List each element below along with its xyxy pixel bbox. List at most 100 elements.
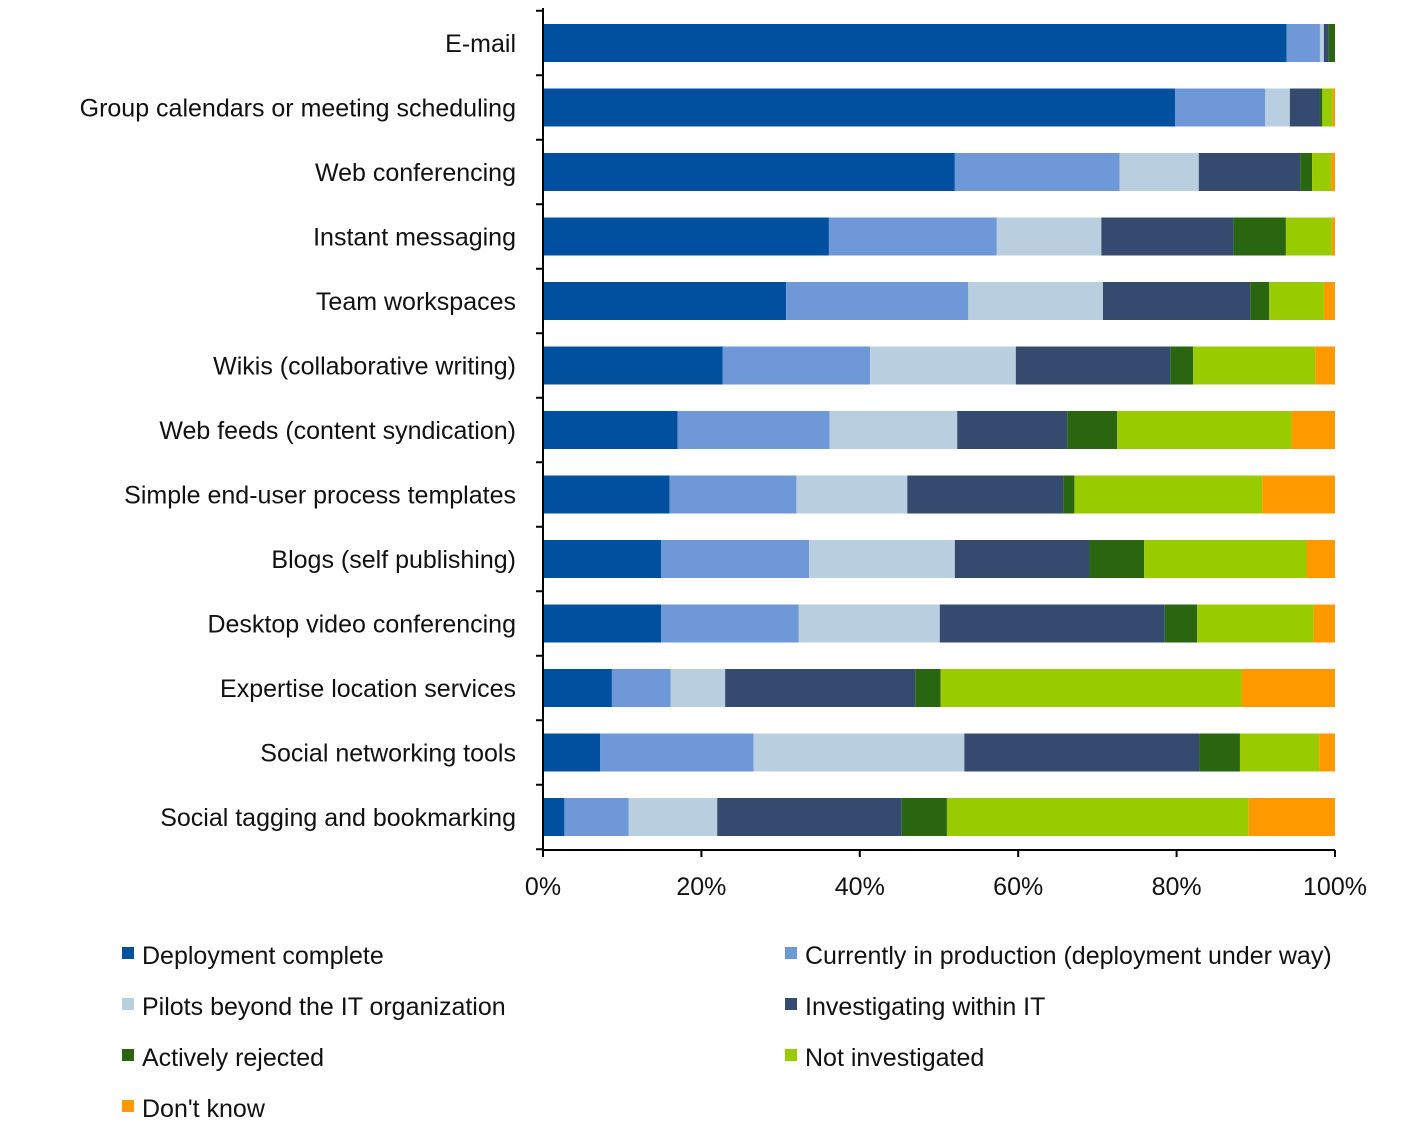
bar-segment-group-calendars-or-meeting-scheduling-deployment-complete — [543, 88, 1176, 127]
bar-segment-e-mail-actively-rejected — [1328, 24, 1335, 62]
bar-segment-group-calendars-or-meeting-scheduling-pilots-beyond-the-it-organization — [1265, 88, 1290, 127]
bar-segment-desktop-video-conferencing-currently-in-production-deployment-under-way — [661, 604, 799, 643]
bar-segment-simple-end-user-process-templates-not-investigated — [1074, 475, 1263, 514]
bar-segment-simple-end-user-process-templates-pilots-beyond-the-it-organization — [796, 475, 908, 514]
bar-segment-team-workspaces-investigating-within-it — [1102, 282, 1251, 320]
legend-swatch-investigating-within-it — [785, 998, 797, 1010]
category-label: Blogs (self publishing) — [271, 546, 516, 574]
bar-segment-web-feeds-content-syndication-investigating-within-it — [957, 411, 1068, 449]
category-label: Simple end-user process templates — [124, 482, 516, 510]
bar-segment-social-networking-tools-actively-rejected — [1199, 733, 1240, 772]
bar-segment-web-feeds-content-syndication-currently-in-production-deployment-under-way — [677, 411, 830, 449]
bar-segment-blogs-self-publishing-pilots-beyond-the-it-organization — [809, 540, 955, 578]
legend-label-currently-in-production-deployment-under-way: Currently in production (deployment unde… — [805, 942, 1332, 970]
bar-segment-social-networking-tools-not-investigated — [1239, 733, 1320, 772]
category-label: Web feeds (content syndication) — [159, 417, 516, 445]
bar-segment-web-conferencing-don-t-know — [1331, 153, 1335, 191]
bar-segment-simple-end-user-process-templates-actively-rejected — [1063, 475, 1075, 514]
bar-segment-instant-messaging-not-investigated — [1285, 217, 1332, 256]
legend-swatch-pilots-beyond-the-it-organization — [122, 998, 134, 1010]
bar-segment-expertise-location-services-not-investigated — [940, 669, 1242, 707]
bar-segment-social-networking-tools-currently-in-production-deployment-under-way — [600, 733, 754, 772]
bar-segment-web-feeds-content-syndication-not-investigated — [1117, 411, 1292, 449]
bar-segment-expertise-location-services-deployment-complete — [543, 669, 612, 707]
bar-segment-social-tagging-and-bookmarking-currently-in-production-deployment-under-way — [564, 798, 629, 836]
bar-segment-desktop-video-conferencing-actively-rejected — [1164, 604, 1198, 643]
x-tick-label: 60% — [993, 873, 1043, 901]
bar-segment-team-workspaces-actively-rejected — [1250, 282, 1270, 320]
legend-swatch-not-investigated — [785, 1049, 797, 1061]
bar-segment-e-mail-pilots-beyond-the-it-organization — [1319, 24, 1324, 62]
bar-segment-desktop-video-conferencing-pilots-beyond-the-it-organization — [798, 604, 940, 643]
bar-segment-wikis-collaborative-writing-not-investigated — [1193, 346, 1316, 385]
x-tick-label: 40% — [835, 873, 885, 901]
category-label: Social tagging and bookmarking — [160, 804, 516, 832]
category-label: Instant messaging — [313, 224, 516, 252]
bar-segment-expertise-location-services-don-t-know — [1241, 669, 1335, 707]
bar-segment-team-workspaces-not-investigated — [1269, 282, 1324, 320]
bar-segment-team-workspaces-currently-in-production-deployment-under-way — [786, 282, 969, 320]
category-label: Desktop video conferencing — [207, 611, 516, 639]
category-label: Web conferencing — [315, 159, 516, 187]
bar-segment-blogs-self-publishing-currently-in-production-deployment-under-way — [661, 540, 810, 578]
bar-segment-web-feeds-content-syndication-actively-rejected — [1067, 411, 1118, 449]
x-tick-label: 100% — [1303, 873, 1367, 901]
category-label: Social networking tools — [260, 740, 516, 768]
legend-swatch-don-t-know — [122, 1100, 134, 1112]
legend-label-don-t-know: Don't know — [142, 1095, 266, 1121]
bar-segment-expertise-location-services-actively-rejected — [915, 669, 941, 707]
bar-segment-instant-messaging-currently-in-production-deployment-under-way — [828, 217, 997, 256]
x-axis: 0% 20% 40% 60% 80% 100% — [525, 849, 1367, 901]
bar-segment-social-networking-tools-pilots-beyond-the-it-organization — [753, 733, 965, 772]
bar-segment-simple-end-user-process-templates-investigating-within-it — [907, 475, 1064, 514]
bar-segment-wikis-collaborative-writing-pilots-beyond-the-it-organization — [870, 346, 1016, 385]
bar-segment-web-feeds-content-syndication-don-t-know — [1291, 411, 1335, 449]
bar-segment-e-mail-currently-in-production-deployment-under-way — [1286, 24, 1320, 62]
bar-segment-web-conferencing-not-investigated — [1312, 153, 1332, 191]
bar-segment-blogs-self-publishing-investigating-within-it — [954, 540, 1090, 578]
bar-segment-simple-end-user-process-templates-currently-in-production-deployment-under-way — [669, 475, 797, 514]
bar-segment-simple-end-user-process-templates-don-t-know — [1262, 475, 1335, 514]
bar-segment-wikis-collaborative-writing-deployment-complete — [543, 346, 723, 385]
bar-segment-web-conferencing-pilots-beyond-the-it-organization — [1119, 153, 1199, 191]
bar-segment-group-calendars-or-meeting-scheduling-actively-rejected — [1319, 88, 1323, 127]
legend-swatch-deployment-complete — [122, 947, 134, 959]
bar-segment-desktop-video-conferencing-don-t-know — [1313, 604, 1335, 643]
bar-segment-instant-messaging-don-t-know — [1331, 217, 1335, 256]
legend-label-not-investigated: Not investigated — [805, 1044, 984, 1072]
bar-segment-wikis-collaborative-writing-actively-rejected — [1170, 346, 1194, 385]
bar-segment-desktop-video-conferencing-investigating-within-it — [939, 604, 1165, 643]
legend-label-deployment-complete: Deployment complete — [142, 942, 384, 970]
bar-segment-expertise-location-services-investigating-within-it — [725, 669, 916, 707]
bar-segment-group-calendars-or-meeting-scheduling-don-t-know — [1332, 88, 1335, 127]
bar-segment-blogs-self-publishing-not-investigated — [1144, 540, 1307, 578]
bar-segment-blogs-self-publishing-actively-rejected — [1089, 540, 1145, 578]
bar-segment-blogs-self-publishing-deployment-complete — [543, 540, 662, 578]
category-label: Expertise location services — [220, 675, 516, 703]
category-label: Team workspaces — [316, 288, 516, 316]
bar-segment-group-calendars-or-meeting-scheduling-currently-in-production-deployment-under-way — [1175, 88, 1266, 127]
bar-segment-social-networking-tools-investigating-within-it — [964, 733, 1200, 772]
legend-swatch-currently-in-production-deployment-under-way — [785, 947, 797, 959]
plot-area — [543, 24, 1335, 836]
bar-segment-social-networking-tools-don-t-know — [1319, 733, 1335, 772]
bar-segment-e-mail-deployment-complete — [543, 24, 1287, 62]
bar-segment-instant-messaging-investigating-within-it — [1101, 217, 1234, 256]
bar-segment-social-networking-tools-deployment-complete — [543, 733, 601, 772]
bar-segment-blogs-self-publishing-don-t-know — [1306, 540, 1335, 578]
x-tick-label: 80% — [1152, 873, 1202, 901]
x-tick-label: 20% — [676, 873, 726, 901]
bar-segment-desktop-video-conferencing-not-investigated — [1197, 604, 1314, 643]
bar-segment-wikis-collaborative-writing-currently-in-production-deployment-under-way — [722, 346, 871, 385]
bar-segment-web-conferencing-investigating-within-it — [1198, 153, 1301, 191]
bar-segment-group-calendars-or-meeting-scheduling-investigating-within-it — [1289, 88, 1320, 127]
legend-label-actively-rejected: Actively rejected — [142, 1044, 324, 1072]
x-tick-label: 0% — [525, 873, 561, 901]
bar-segment-instant-messaging-actively-rejected — [1233, 217, 1286, 256]
legend-swatch-actively-rejected — [122, 1049, 134, 1061]
bar-segment-instant-messaging-deployment-complete — [543, 217, 829, 256]
bar-segment-web-feeds-content-syndication-deployment-complete — [543, 411, 678, 449]
legend-label-pilots-beyond-the-it-organization: Pilots beyond the IT organization — [142, 993, 506, 1021]
bar-segment-social-tagging-and-bookmarking-deployment-complete — [543, 798, 565, 836]
